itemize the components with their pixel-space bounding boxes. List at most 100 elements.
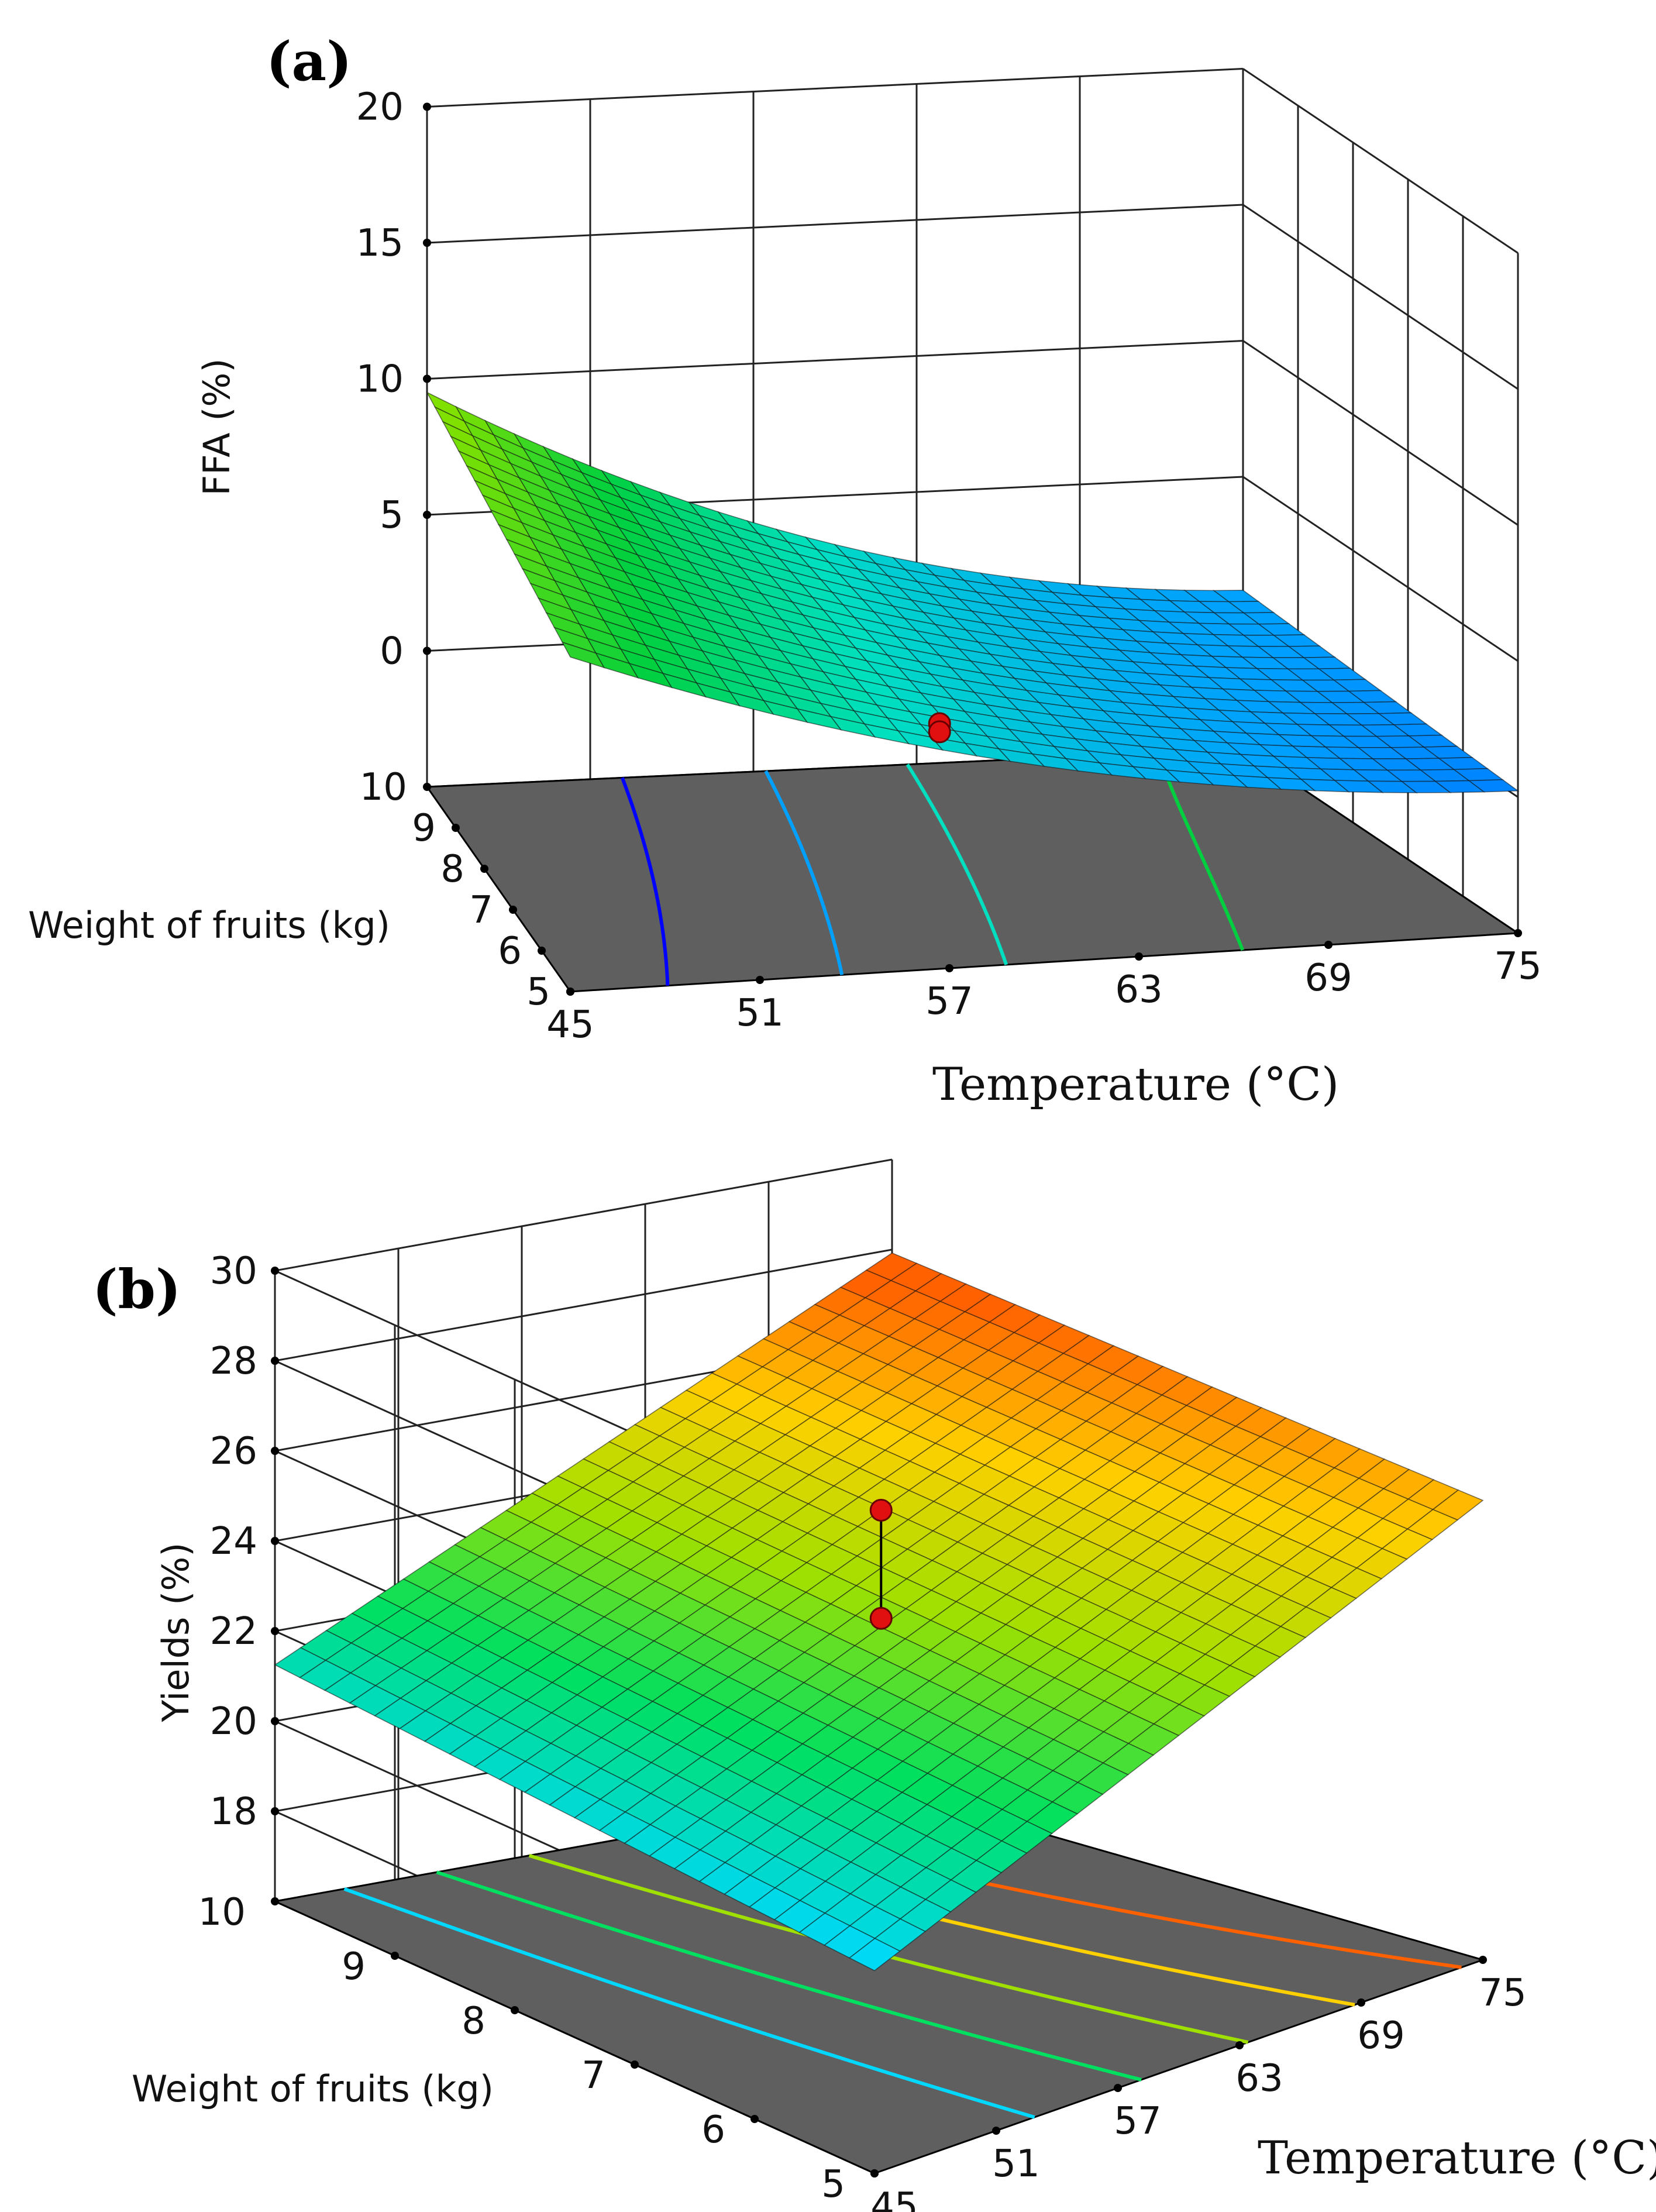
grid-line bbox=[274, 1158, 893, 1272]
y-tick-label: 8 bbox=[462, 2000, 486, 2043]
y-tick-label: 10 bbox=[198, 1891, 246, 1934]
x-tick-label: 57 bbox=[925, 980, 973, 1023]
surface-cell bbox=[848, 1938, 901, 1972]
z-tick-mark bbox=[423, 239, 431, 247]
panel-a-x-axis-title: Temperature (°C) bbox=[932, 1058, 1339, 1111]
z-tick-label: 24 bbox=[210, 1520, 257, 1563]
panel-a-label: (a) bbox=[266, 30, 352, 93]
x-tick-mark bbox=[992, 2127, 1000, 2135]
y-tick-mark bbox=[452, 824, 460, 832]
z-tick-mark bbox=[271, 1627, 279, 1635]
y-tick-label: 9 bbox=[342, 1945, 366, 1989]
y-tick-mark bbox=[750, 2115, 759, 2123]
z-tick-mark bbox=[271, 1447, 279, 1455]
grid-line bbox=[1242, 476, 1519, 662]
y-tick-label: 9 bbox=[412, 807, 436, 850]
panel-b-surface bbox=[274, 1252, 1484, 1972]
y-tick-mark bbox=[566, 988, 574, 996]
z-tick-mark bbox=[423, 646, 431, 655]
z-tick-mark bbox=[423, 102, 431, 111]
x-tick-label: 63 bbox=[1115, 968, 1162, 1012]
z-tick-label: 20 bbox=[356, 86, 404, 129]
x-tick-label: 69 bbox=[1304, 957, 1352, 1000]
z-tick-label: 15 bbox=[356, 222, 404, 265]
y-tick-label: 5 bbox=[526, 971, 550, 1014]
y-tick-mark bbox=[509, 906, 517, 914]
panel-a-surface bbox=[426, 391, 1520, 793]
y-tick-mark bbox=[423, 783, 431, 791]
x-tick-label: 51 bbox=[736, 992, 783, 1035]
x-tick-mark bbox=[1357, 1998, 1365, 2007]
y-tick-label: 6 bbox=[498, 930, 522, 973]
z-tick-mark bbox=[423, 374, 431, 383]
surface-cell bbox=[1468, 779, 1520, 793]
z-tick-mark bbox=[271, 1357, 279, 1365]
x-tick-mark bbox=[1514, 929, 1522, 937]
z-tick-mark bbox=[271, 1267, 279, 1275]
x-tick-label: 51 bbox=[992, 2142, 1039, 2186]
x-tick-label: 57 bbox=[1114, 2100, 1161, 2143]
y-tick-mark bbox=[538, 947, 546, 955]
panel-b: 45 51 57 63 69 75 5 6 7 8 9 10 18 20 22 24 26 28 30 (b) Yi… bbox=[92, 1158, 1656, 2212]
y-tick-label: 6 bbox=[701, 2108, 725, 2152]
y-tick-mark bbox=[631, 2060, 639, 2069]
panel-b-y-axis-title: Weight of fruits (kg) bbox=[132, 2067, 494, 2110]
y-tick-mark bbox=[271, 1897, 279, 1905]
x-tick-label: 75 bbox=[1479, 1972, 1526, 2015]
x-tick-label: 63 bbox=[1235, 2057, 1283, 2100]
contour-line bbox=[764, 770, 844, 975]
z-tick-label: 5 bbox=[380, 494, 404, 537]
design-point bbox=[928, 720, 951, 744]
x-tick-mark bbox=[1324, 941, 1333, 949]
x-tick-mark bbox=[756, 976, 764, 984]
contour-line bbox=[436, 1870, 1142, 2082]
contour-line bbox=[1157, 752, 1245, 951]
panel-b-z-axis-title: Yields (%) bbox=[154, 1543, 197, 1723]
panel-b-design-points bbox=[869, 1498, 893, 1630]
grid-line bbox=[1242, 340, 1519, 526]
panel-a-design-points bbox=[928, 712, 951, 744]
x-tick-mark bbox=[1479, 1956, 1487, 1964]
design-point bbox=[869, 1606, 893, 1630]
x-tick-mark bbox=[1135, 952, 1143, 961]
z-tick-mark bbox=[271, 1717, 279, 1725]
x-tick-mark bbox=[1114, 2084, 1122, 2092]
grid-line bbox=[1242, 204, 1519, 390]
z-tick-label: 0 bbox=[380, 630, 404, 673]
x-tick-mark bbox=[945, 964, 953, 972]
y-tick-label: 8 bbox=[440, 848, 464, 891]
x-tick-mark bbox=[1235, 2041, 1244, 2049]
panel-a-z-axis-title: FFA (%) bbox=[195, 358, 238, 496]
x-tick-label: 75 bbox=[1494, 945, 1541, 988]
z-tick-label: 30 bbox=[210, 1250, 257, 1293]
z-tick-mark bbox=[271, 1537, 279, 1545]
z-tick-label: 10 bbox=[356, 358, 404, 401]
y-tick-label: 10 bbox=[360, 766, 407, 809]
y-tick-mark bbox=[511, 2006, 519, 2014]
x-tick-label: 45 bbox=[870, 2185, 918, 2212]
grid-line bbox=[426, 340, 1244, 380]
contour-line bbox=[906, 763, 1008, 965]
grid-line bbox=[426, 68, 1244, 108]
grid-line bbox=[426, 204, 1244, 244]
panel-b-ticks: 45 51 57 63 69 75 5 6 7 8 9 10 18 20 22 24 26 28 30 bbox=[198, 1250, 1527, 2212]
y-tick-label: 5 bbox=[821, 2163, 845, 2206]
panel-b-floor bbox=[271, 1789, 1486, 2175]
panel-a-y-axis-title: Weight of fruits (kg) bbox=[28, 904, 390, 947]
z-tick-mark bbox=[423, 511, 431, 519]
y-tick-label: 7 bbox=[469, 889, 493, 932]
z-tick-label: 26 bbox=[210, 1430, 257, 1473]
x-tick-label: 45 bbox=[546, 1003, 594, 1047]
contour-line bbox=[343, 1887, 1035, 2119]
grid-line bbox=[1242, 68, 1519, 254]
contour-line bbox=[621, 777, 670, 986]
z-tick-label: 28 bbox=[210, 1340, 257, 1383]
y-tick-label: 7 bbox=[581, 2054, 605, 2097]
design-point bbox=[869, 1498, 893, 1522]
panel-b-label: (b) bbox=[92, 1258, 181, 1321]
z-tick-label: 20 bbox=[210, 1700, 257, 1743]
panel-b-x-axis-title: Temperature (°C) bbox=[1258, 2132, 1656, 2185]
